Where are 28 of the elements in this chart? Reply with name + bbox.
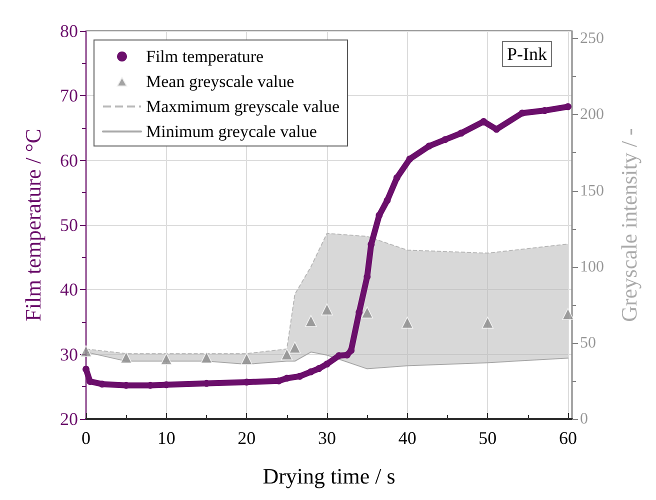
y2-tick-label: 250: [580, 30, 604, 48]
x-tick-label: 40: [398, 428, 416, 448]
legend-label: Mean greyscale value: [146, 72, 294, 91]
y-tick-label: 80: [60, 21, 78, 41]
legend-label: Film temperature: [146, 47, 264, 66]
x-tick-label: 50: [478, 428, 497, 448]
x-tick-label: 20: [238, 428, 256, 448]
y2-axis-title: Greyscale intensity / -: [616, 128, 642, 322]
y2-tick-label: 50: [580, 334, 596, 352]
y-tick-label: 70: [60, 86, 78, 106]
y2-tick-label: 0: [580, 410, 588, 428]
x-tick-label: 10: [157, 428, 176, 448]
legend-label: Minimum greycale value: [146, 122, 317, 141]
y2-tick-label: 150: [580, 182, 604, 200]
y-tick-label: 50: [60, 215, 78, 235]
y-axis-title: Film temperature / °C: [20, 128, 46, 322]
x-tick-label: 30: [318, 428, 336, 448]
y2-tick-label: 100: [580, 258, 604, 276]
x-axis-title: Drying time / s: [262, 464, 396, 488]
x-tick-label: 60: [558, 428, 577, 448]
y-tick-label: 40: [60, 280, 78, 300]
legend-label: Maxmimum greyscale value: [146, 97, 340, 116]
y-tick-label: 20: [60, 409, 78, 429]
y-tick-label: 30: [60, 344, 78, 364]
y-tick-label: 60: [60, 150, 78, 170]
y2-tick-label: 200: [580, 106, 604, 124]
annotation: P-Ink: [507, 44, 547, 64]
x-tick-label: 0: [82, 428, 90, 448]
